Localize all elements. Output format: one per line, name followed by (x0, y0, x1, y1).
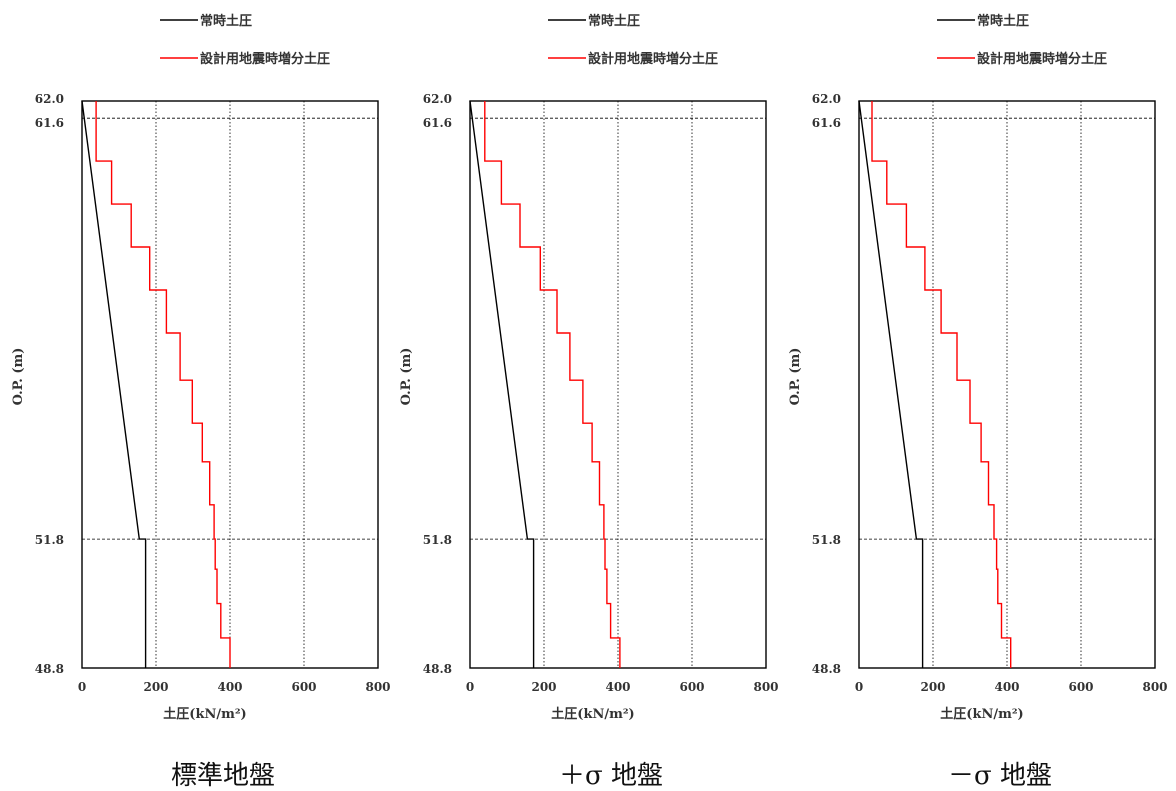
series-seismic-line (95, 101, 231, 668)
x-tick-label: 200 (143, 680, 168, 694)
x-tick-label: 600 (679, 680, 704, 694)
y-tick-label: 48.8 (812, 662, 841, 676)
y-axis-label: O.P. (m) (11, 348, 26, 406)
plot-frame (469, 100, 767, 669)
series-static-line (858, 100, 924, 668)
y-tick-label: 62.0 (812, 92, 841, 106)
legend-static-label: 常時土圧 (200, 13, 252, 29)
x-tick-label: 800 (365, 680, 390, 694)
y-tick-label: 48.8 (423, 662, 452, 676)
y-tick-label: 62.0 (35, 92, 64, 106)
legend-seismic-label: 設計用地震時増分土圧 (977, 51, 1107, 67)
y-axis-label: O.P. (m) (399, 348, 414, 406)
series-seismic-line (484, 101, 621, 668)
legend-static-label: 常時土圧 (977, 13, 1029, 29)
legend-seismic-label: 設計用地震時増分土圧 (200, 51, 330, 67)
y-tick-label: 61.6 (423, 116, 452, 130)
y-tick-label: 51.8 (812, 533, 841, 547)
y-tick-label: 61.6 (812, 116, 841, 130)
x-tick-label: 0 (855, 680, 863, 694)
panel-caption: ＋σ 地盤 (559, 761, 663, 791)
x-axis-label: 土圧(kN/m²) (551, 706, 634, 722)
legend-static-label: 常時土圧 (588, 13, 640, 29)
x-tick-label: 0 (78, 680, 86, 694)
y-tick-label: 62.0 (423, 92, 452, 106)
x-tick-label: 400 (217, 680, 242, 694)
series-static-line (81, 100, 147, 668)
x-tick-label: 400 (605, 680, 630, 694)
x-tick-label: 600 (1068, 680, 1093, 694)
series-static-line (469, 100, 535, 668)
x-tick-label: 600 (291, 680, 316, 694)
series-seismic-line (871, 101, 1012, 668)
legend-seismic-label: 設計用地震時増分土圧 (588, 51, 718, 67)
panel-caption: 標準地盤 (171, 761, 275, 791)
panel-caption: －σ 地盤 (948, 761, 1052, 791)
y-axis-label: O.P. (m) (788, 348, 803, 406)
y-tick-label: 51.8 (35, 533, 64, 547)
x-tick-label: 400 (994, 680, 1019, 694)
plot-frame (858, 100, 1156, 669)
x-axis-label: 土圧(kN/m²) (940, 706, 1023, 722)
x-axis-label: 土圧(kN/m²) (163, 706, 246, 722)
y-tick-label: 61.6 (35, 116, 64, 130)
x-tick-label: 200 (920, 680, 945, 694)
x-tick-label: 0 (466, 680, 474, 694)
x-tick-label: 800 (753, 680, 778, 694)
y-tick-label: 51.8 (423, 533, 452, 547)
y-tick-label: 48.8 (35, 662, 64, 676)
x-tick-label: 200 (531, 680, 556, 694)
x-tick-label: 800 (1142, 680, 1167, 694)
